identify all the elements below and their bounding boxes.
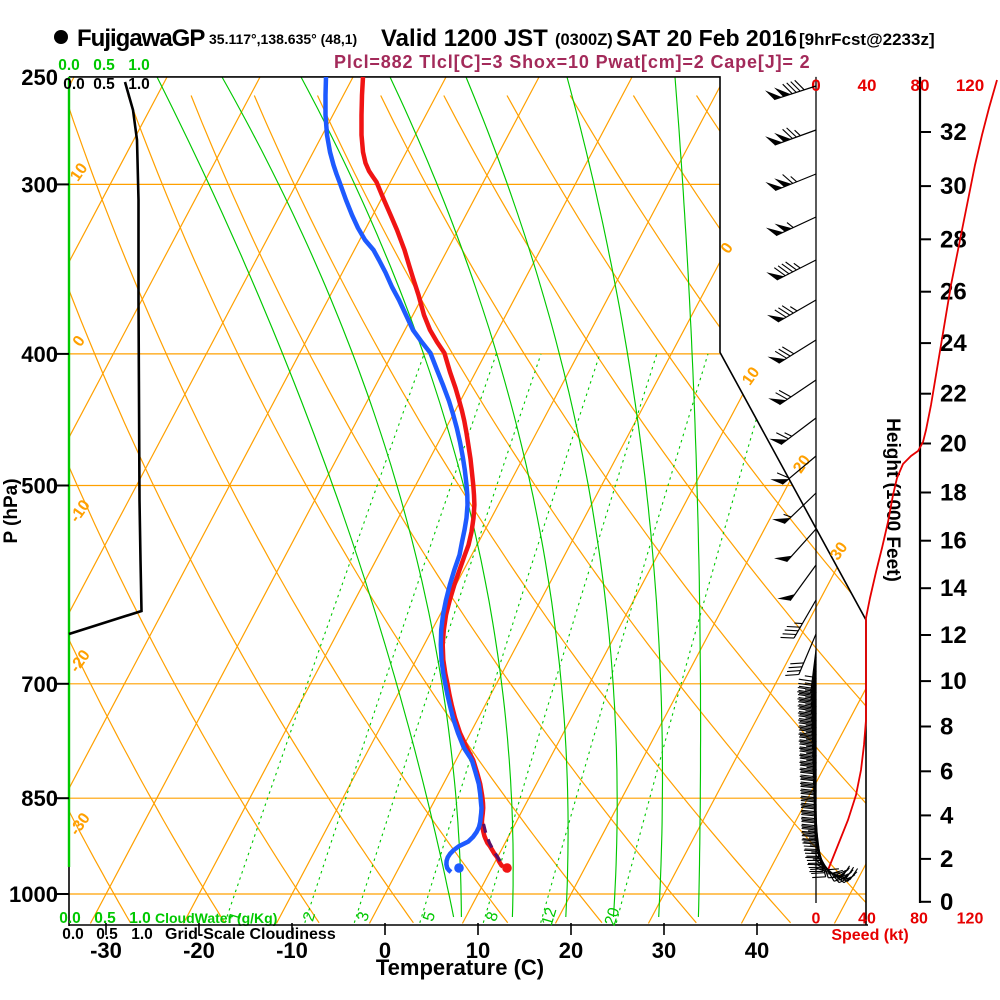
svg-text:14: 14 xyxy=(940,575,967,602)
svg-text:Plcl=882 Tlcl[C]=3 Shox=10 Pwa: Plcl=882 Tlcl[C]=3 Shox=10 Pwat[cm]=2 Ca… xyxy=(334,52,811,72)
svg-text:40: 40 xyxy=(858,911,876,928)
svg-text:-30: -30 xyxy=(90,938,122,963)
svg-text:0.5: 0.5 xyxy=(96,926,118,943)
svg-text:120: 120 xyxy=(957,911,984,928)
svg-text:Valid 1200 JST: Valid 1200 JST xyxy=(381,25,548,52)
svg-text:12: 12 xyxy=(940,622,967,649)
svg-text:0.0: 0.0 xyxy=(63,76,85,93)
svg-text:0: 0 xyxy=(940,889,953,916)
svg-text:6: 6 xyxy=(940,758,953,785)
svg-text:20: 20 xyxy=(602,906,623,928)
svg-text:P (hPa): P (hPa) xyxy=(1,478,22,543)
svg-text:(0300Z): (0300Z) xyxy=(555,31,613,49)
svg-text:26: 26 xyxy=(940,279,967,306)
svg-text:40: 40 xyxy=(745,938,769,963)
svg-text:Speed (kt): Speed (kt) xyxy=(831,927,908,944)
svg-text:0.0: 0.0 xyxy=(59,910,81,927)
svg-text:0: 0 xyxy=(812,911,821,928)
svg-text:Temperature (C): Temperature (C) xyxy=(376,955,544,980)
svg-text:22: 22 xyxy=(940,381,967,408)
svg-text:80: 80 xyxy=(910,911,928,928)
svg-text:700: 700 xyxy=(21,672,58,697)
svg-text:[9hrFcst@2233z]: [9hrFcst@2233z] xyxy=(799,30,935,49)
svg-text:2: 2 xyxy=(940,846,953,873)
svg-text:300: 300 xyxy=(21,172,58,197)
svg-text:-20: -20 xyxy=(183,938,215,963)
svg-text:1.0: 1.0 xyxy=(129,910,151,927)
svg-text:SAT 20 Feb 2016: SAT 20 Feb 2016 xyxy=(616,25,797,51)
svg-text:10: 10 xyxy=(940,668,967,695)
svg-text:16: 16 xyxy=(940,528,967,555)
svg-text:1.0: 1.0 xyxy=(131,926,153,943)
svg-text:35.117°,138.635° (48,1): 35.117°,138.635° (48,1) xyxy=(209,31,357,47)
svg-text:120: 120 xyxy=(956,76,984,95)
svg-text:40: 40 xyxy=(858,76,877,95)
svg-text:30: 30 xyxy=(652,938,676,963)
svg-text:20: 20 xyxy=(940,431,967,458)
svg-text:0.5: 0.5 xyxy=(94,910,116,927)
svg-text:1.0: 1.0 xyxy=(128,57,150,74)
svg-text:0.0: 0.0 xyxy=(58,57,80,74)
svg-text:CloudWater (g/Kg): CloudWater (g/Kg) xyxy=(155,910,277,926)
svg-text:-10: -10 xyxy=(276,938,308,963)
svg-text:80: 80 xyxy=(911,76,930,95)
svg-text:FujigawaGP: FujigawaGP xyxy=(77,25,205,52)
svg-text:30: 30 xyxy=(940,173,967,200)
svg-text:250: 250 xyxy=(21,65,58,90)
svg-text:12: 12 xyxy=(539,906,560,928)
svg-text:32: 32 xyxy=(940,119,967,146)
svg-text:850: 850 xyxy=(21,786,58,811)
svg-text:0: 0 xyxy=(811,76,820,95)
svg-text:400: 400 xyxy=(21,342,58,367)
svg-text:1000: 1000 xyxy=(9,882,58,907)
svg-text:0.0: 0.0 xyxy=(62,926,84,943)
svg-text:20: 20 xyxy=(559,938,583,963)
svg-text:Grid-Scale Cloudiness: Grid-Scale Cloudiness xyxy=(165,926,336,943)
svg-text:18: 18 xyxy=(940,480,967,507)
svg-text:10: 10 xyxy=(466,938,490,963)
svg-text:4: 4 xyxy=(940,802,954,829)
svg-text:0.5: 0.5 xyxy=(93,57,115,74)
svg-text:1.0: 1.0 xyxy=(128,76,150,93)
svg-text:24: 24 xyxy=(940,330,967,357)
svg-text:8: 8 xyxy=(940,714,953,741)
svg-text:0: 0 xyxy=(379,938,391,963)
svg-text:500: 500 xyxy=(21,474,58,499)
svg-text:0.5: 0.5 xyxy=(93,76,115,93)
